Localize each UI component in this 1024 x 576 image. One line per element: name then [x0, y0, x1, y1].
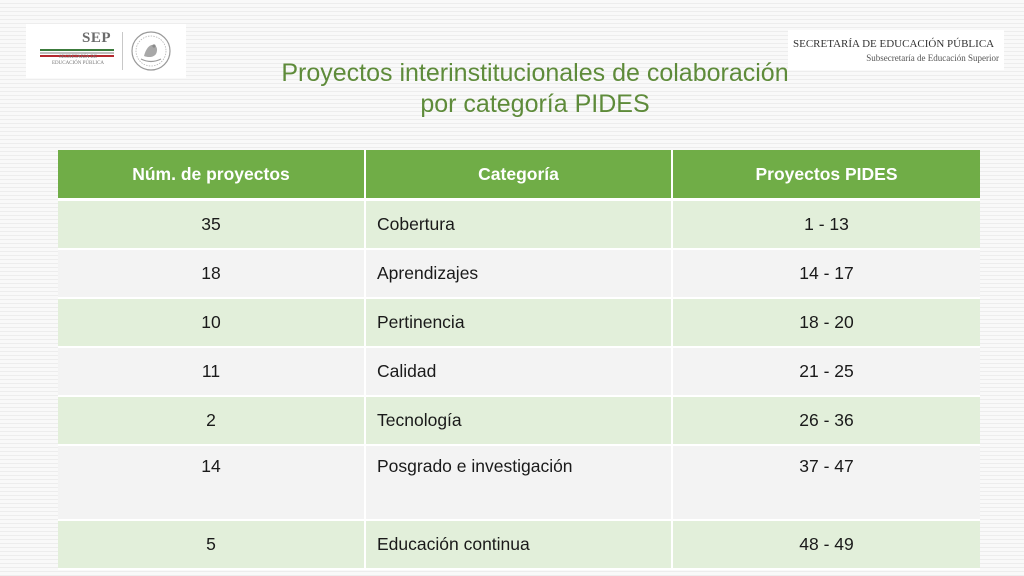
cell-num: 18 — [58, 249, 366, 299]
cell-num: 2 — [58, 396, 366, 446]
column-header-category: Categoría — [365, 150, 673, 201]
cell-pides: 37 - 47 — [672, 445, 980, 521]
logo-divider — [122, 32, 123, 70]
cell-category: Cobertura — [365, 199, 673, 250]
cell-num: 35 — [58, 199, 366, 250]
table-header-row: Núm. de proyectos Categoría Proyectos PI… — [58, 150, 980, 201]
table-row: 14 Posgrado e investigación 37 - 47 — [58, 445, 980, 521]
cell-pides: 14 - 17 — [672, 249, 980, 299]
page-title-line-2: por categoría PIDES — [420, 90, 650, 118]
ses-logo-subtitle: Subsecretaría de Educación Superior — [866, 53, 999, 63]
cell-category: Educación continua — [365, 520, 673, 570]
table-row: 35 Cobertura 1 - 13 — [58, 199, 980, 250]
cell-category: Pertinencia — [365, 298, 673, 348]
cell-pides: 26 - 36 — [672, 396, 980, 446]
sep-logo-subtitle: SECRETARÍA DE EDUCACIÓN PÚBLICA — [38, 55, 118, 67]
cell-category: Posgrado e investigación — [365, 445, 673, 521]
cell-category: Calidad — [365, 347, 673, 397]
table-row: 10 Pertinencia 18 - 20 — [58, 298, 980, 348]
cell-pides: 1 - 13 — [672, 199, 980, 250]
cell-num: 11 — [58, 347, 366, 397]
stripe-red — [40, 55, 114, 57]
projects-table: Núm. de proyectos Categoría Proyectos PI… — [58, 150, 980, 570]
sep-logo-subtitle-line: SECRETARÍA DE — [58, 55, 98, 60]
cell-num: 5 — [58, 520, 366, 570]
stripe-green — [40, 49, 114, 51]
cell-pides: 48 - 49 — [672, 520, 980, 570]
cell-pides: 18 - 20 — [672, 298, 980, 348]
cell-num: 10 — [58, 298, 366, 348]
page-title: Proyectos interinstitucionales de colabo… — [200, 58, 870, 120]
column-header-pides: Proyectos PIDES — [672, 150, 980, 201]
stripe-gray — [40, 52, 114, 54]
page-title-line-1: Proyectos interinstitucionales de colabo… — [281, 59, 789, 87]
cell-num: 14 — [58, 445, 366, 521]
sep-logo-stripes — [40, 49, 114, 58]
national-seal-icon — [131, 31, 171, 71]
cell-category: Tecnología — [365, 396, 673, 446]
sep-logo-subtitle-line: EDUCACIÓN PÚBLICA — [51, 61, 105, 66]
ses-logo-title: SECRETARÍA DE EDUCACIÓN PÚBLICA — [793, 38, 995, 50]
sep-logo-wordmark: SEP — [82, 30, 112, 46]
table-row: 11 Calidad 21 - 25 — [58, 347, 980, 397]
column-header-num: Núm. de proyectos — [58, 150, 366, 201]
table-row: 18 Aprendizajes 14 - 17 — [58, 249, 980, 299]
cell-category: Aprendizajes — [365, 249, 673, 299]
table-row: 2 Tecnología 26 - 36 — [58, 396, 980, 446]
table-row: 5 Educación continua 48 - 49 — [58, 520, 980, 570]
ses-logo: SECRETARÍA DE EDUCACIÓN PÚBLICA Subsecre… — [788, 30, 1004, 70]
cell-pides: 21 - 25 — [672, 347, 980, 397]
sep-logo: SEP SECRETARÍA DE EDUCACIÓN PÚBLICA — [26, 24, 186, 78]
